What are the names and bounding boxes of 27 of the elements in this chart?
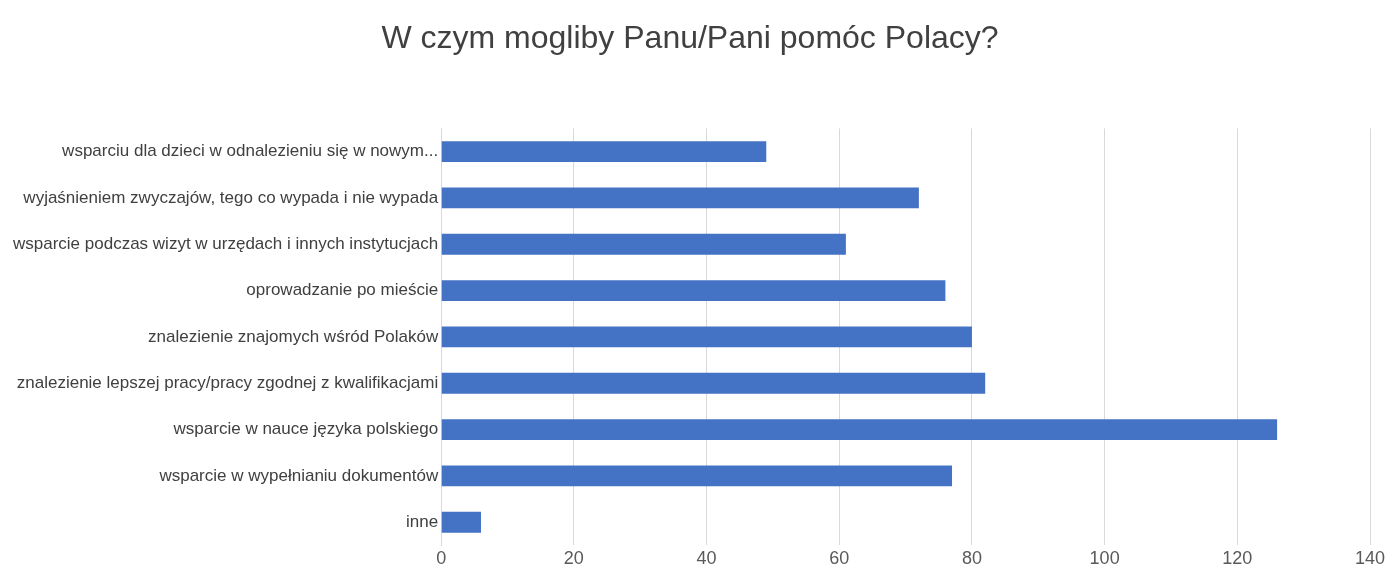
y-tick-label: wsparcie podczas wizyt w urzędach i innych instytucjach	[12, 233, 439, 253]
x-tick-label: 40	[696, 548, 717, 569]
y-tick-label: wsparciu dla dzieci w odnalezieniu się w nowym...	[61, 141, 439, 161]
bar	[441, 141, 767, 162]
x-tick-label: 20	[563, 548, 584, 569]
y-tick-label: wsparcie w wypełnianiu dokumentów	[158, 465, 439, 485]
bar	[441, 372, 986, 394]
y-tick-label: wyjaśnieniem zwyczajów, tego co wypada i nie wypada	[22, 187, 439, 207]
y-tick-label: znalezienie lepszej pracy/pracy zgodnej z kwalifikacjami	[16, 372, 439, 392]
x-tick-label: 60	[829, 548, 850, 569]
bar	[441, 419, 1278, 440]
chart-title: W czym mogliby Panu/Pani pomóc Polacy?	[381, 19, 999, 56]
y-tick-label: inne	[406, 511, 439, 531]
bar	[441, 326, 972, 348]
y-tick-label: wsparcie w nauce języka polskiego	[172, 419, 439, 439]
x-tick-label: 120	[1222, 548, 1253, 569]
bar	[441, 465, 953, 487]
x-tick-label: 80	[961, 548, 982, 569]
bar	[441, 280, 946, 301]
bar	[441, 511, 481, 533]
bar	[441, 233, 846, 255]
x-tick-label: 0	[436, 548, 447, 569]
y-tick-label: znalezienie znajomych wśród Polaków	[148, 326, 439, 346]
bar	[441, 187, 919, 209]
y-tick-label: oprowadzanie po mieście	[246, 280, 439, 300]
x-tick-label: 140	[1354, 548, 1386, 569]
x-tick-label: 100	[1089, 548, 1120, 569]
